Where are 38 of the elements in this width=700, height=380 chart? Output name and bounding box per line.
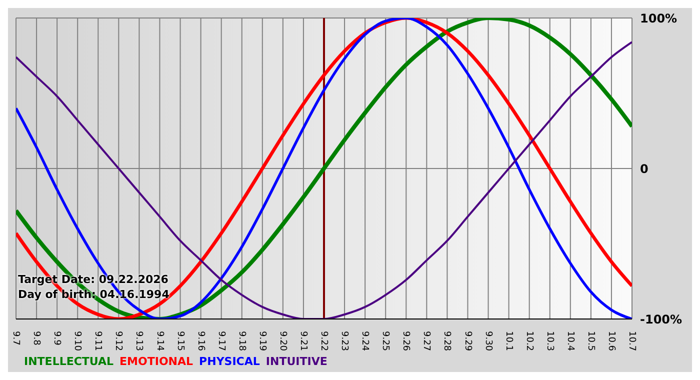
- y-tick-label: -100%: [640, 312, 682, 326]
- text: PHYSICAL: [199, 355, 260, 368]
- x-tick-label: 10.6: [606, 331, 616, 352]
- x-tick-label: 9.11: [92, 331, 103, 352]
- x-tick-label: 9.26: [400, 331, 411, 352]
- x-tick-label: 9.14: [154, 331, 164, 352]
- x-tick-label: 9.19: [256, 331, 267, 352]
- x-tick-label: 9.18: [236, 331, 246, 352]
- text: INTUITIVE: [266, 355, 328, 368]
- x-tick-label: 9.15: [174, 331, 185, 352]
- x-tick-label: 10.2: [524, 331, 534, 352]
- x-tick-label: 9.30: [482, 331, 493, 352]
- x-tick-label: 9.13: [134, 331, 144, 352]
- x-tick-label: 9.10: [72, 331, 82, 352]
- x-tick-label: 9.9: [52, 331, 62, 346]
- x-tick-label: 9.21: [298, 331, 308, 352]
- text: EMOTIONAL: [120, 355, 194, 368]
- x-tick-label: 10.5: [585, 331, 596, 352]
- x-tick-label: 9.8: [31, 331, 42, 346]
- x-tick-label: 9.29: [462, 331, 472, 352]
- x-tick-label: 9.12: [113, 331, 124, 352]
- x-tick-label: 10.7: [626, 331, 637, 352]
- x-tick-label: 9.27: [421, 331, 432, 352]
- y-tick-label: 100%: [640, 11, 678, 26]
- x-tick-label: 9.17: [216, 331, 226, 352]
- text: INTELLECTUAL: [24, 355, 114, 368]
- x-tick-label: 9.20: [277, 331, 288, 352]
- x-tick-label: 9.25: [380, 331, 390, 352]
- x-tick-label: 9.24: [360, 331, 370, 352]
- x-tick-label: 9.7: [10, 331, 21, 346]
- x-tick-label: 10.1: [503, 331, 514, 352]
- x-tick-label: 9.16: [195, 331, 206, 352]
- x-tick-label: 10.3: [544, 331, 554, 352]
- x-tick-label: 10.4: [564, 331, 575, 352]
- x-tick-label: 9.22: [318, 331, 329, 352]
- x-tick-label: 9.28: [442, 331, 452, 352]
- y-tick-label: 0: [640, 162, 648, 176]
- x-tick-label: 9.23: [339, 331, 350, 352]
